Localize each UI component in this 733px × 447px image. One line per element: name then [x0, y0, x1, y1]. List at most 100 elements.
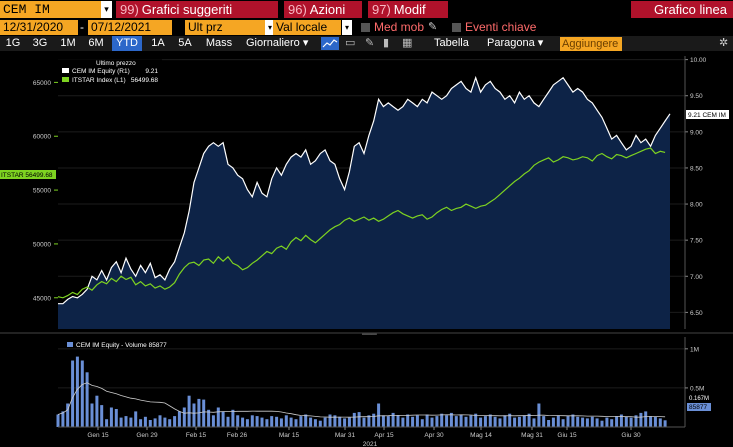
period-max[interactable]: Mass [205, 37, 233, 49]
key-events-checkbox[interactable] [452, 23, 461, 32]
volume-bar-26 [182, 407, 186, 427]
volume-bar-116 [619, 414, 623, 427]
currency-select[interactable]: Val locale [273, 20, 341, 35]
volume-bar-118 [629, 417, 633, 427]
period-1m[interactable]: 1M [60, 37, 76, 49]
left-tick-label-2: 55000 [33, 188, 51, 195]
volume-bar-33 [216, 407, 220, 427]
volume-bar-9 [100, 405, 104, 427]
volume-bar-37 [236, 415, 240, 427]
x-tick-label-11: Giu 30 [621, 432, 641, 439]
volume-bar-31 [207, 409, 211, 427]
menu-modify-label: Modif [393, 2, 426, 17]
annotation-icon[interactable]: ✎ [365, 37, 375, 49]
volume-bar-1 [61, 411, 65, 427]
volume-avg-label: 0.167M [689, 396, 709, 402]
menu-actions[interactable]: 96) Azioni [284, 1, 362, 18]
line-chart-icon[interactable] [321, 37, 339, 50]
volume-bars [56, 356, 667, 427]
x-tick-label-7: Apr 30 [424, 432, 444, 439]
moving-avg-checkbox[interactable] [361, 23, 370, 32]
volume-bar-36 [231, 409, 235, 427]
legend-value-price: 9.21 [145, 68, 158, 75]
left-current-marker [0, 170, 56, 179]
volume-bar-25 [177, 411, 181, 427]
volume-bar-23 [168, 419, 172, 427]
volume-axis: 1M 0.5M [684, 337, 704, 427]
price-field-select[interactable]: Ult prz [185, 20, 265, 35]
volume-bar-7 [90, 403, 94, 427]
x-tick-label-2: Feb 15 [186, 432, 207, 439]
chart-area: 10.009.509.008.508.007.507.006.50 650006… [0, 51, 733, 447]
table-button[interactable]: Tabella [434, 37, 469, 49]
period-1y[interactable]: 1A [151, 37, 165, 49]
volume-bar-117 [624, 416, 628, 427]
x-axis-year: 2021 [363, 441, 378, 447]
volume-bar-93 [508, 413, 512, 427]
periodicity-select[interactable]: Giornaliero ▾ [246, 37, 309, 49]
right-tick-label-6: 7.00 [690, 274, 703, 281]
pencil-icon[interactable]: ✎ [428, 21, 438, 33]
volume-legend-swatch [67, 342, 73, 347]
volume-bar-35 [226, 416, 230, 427]
date-separator: - [80, 20, 84, 34]
volume-bar-101 [547, 420, 551, 427]
volume-bar-77 [430, 417, 434, 427]
panel-divider-icon[interactable]: ═══ [361, 331, 377, 338]
menu-modify[interactable]: 97) Modif [368, 1, 448, 18]
price-area [58, 77, 670, 329]
volume-bar-49 [294, 419, 298, 427]
key-events-label[interactable]: Eventi chiave [465, 20, 537, 34]
volume-bar-107 [576, 416, 580, 427]
start-date-field[interactable]: 12/31/2020 [0, 20, 78, 35]
volume-bar-18 [143, 416, 147, 427]
right-tick-label-4: 8.00 [690, 202, 703, 209]
menu-suggested-charts[interactable]: 99) Grafici suggeriti [116, 1, 278, 18]
end-date-field[interactable]: 07/12/2021 [88, 20, 172, 35]
add-button[interactable]: Aggiungere [560, 37, 622, 51]
volume-bar-63 [362, 417, 366, 427]
chart-type-title[interactable]: Grafico linea [631, 1, 733, 18]
volume-bar-70 [396, 415, 400, 427]
settings-gear-icon[interactable]: ✲ [719, 37, 729, 49]
volume-bar-86 [474, 413, 478, 427]
series-index-line [57, 147, 666, 299]
right-tick-label-1: 9.50 [690, 93, 703, 100]
legend-entry-price: CEM IM Equity (R1) [72, 68, 130, 75]
volume-bar-11 [109, 407, 113, 427]
volume-bar-102 [551, 417, 555, 427]
bar-chart-icon[interactable]: ▮ [383, 37, 390, 49]
period-ytd[interactable]: YTD [112, 36, 142, 51]
period-3d[interactable]: 3G [32, 37, 48, 49]
volume-bar-56 [328, 414, 332, 427]
period-5y[interactable]: 5A [178, 37, 192, 49]
legend-swatch-index [62, 77, 69, 82]
menu-actions-number: 96) [288, 2, 307, 17]
security-field[interactable]: CEM IM Equity [0, 1, 101, 34]
periodicity-label: Giornaliero [246, 37, 300, 49]
volume-bar-94 [513, 417, 517, 427]
moving-avg-label[interactable]: Med mob [374, 20, 425, 34]
price-field-dropdown[interactable]: ▾ [265, 20, 275, 35]
right-current-marker [686, 110, 729, 119]
volume-bar-78 [435, 416, 439, 427]
volume-bar-96 [522, 415, 526, 427]
volume-bar-27 [187, 395, 191, 427]
legend: Ultimo prezzo CEM IM Equity (R1) 9.21 IT… [58, 58, 162, 89]
volume-bar-34 [221, 411, 225, 427]
period-6m[interactable]: 6M [88, 37, 104, 49]
legend-value-index: 56499.68 [131, 77, 158, 84]
volume-average-line [57, 382, 666, 418]
chart-tool-icon[interactable]: ▭ [345, 37, 356, 49]
volume-bar-19 [148, 420, 152, 427]
x-tick-label-9: Mag 31 [521, 432, 543, 439]
volume-bar-46 [279, 418, 283, 427]
period-1d[interactable]: 1G [5, 37, 21, 49]
volume-bar-13 [119, 417, 123, 427]
volume-bar-39 [245, 419, 249, 427]
compare-select[interactable]: Paragona ▾ [487, 37, 544, 49]
security-dropdown[interactable]: ▾ [101, 1, 112, 18]
grid-icon[interactable]: ▦ [402, 37, 413, 49]
currency-dropdown[interactable]: ▾ [342, 20, 352, 35]
volume-bar-24 [173, 416, 177, 427]
